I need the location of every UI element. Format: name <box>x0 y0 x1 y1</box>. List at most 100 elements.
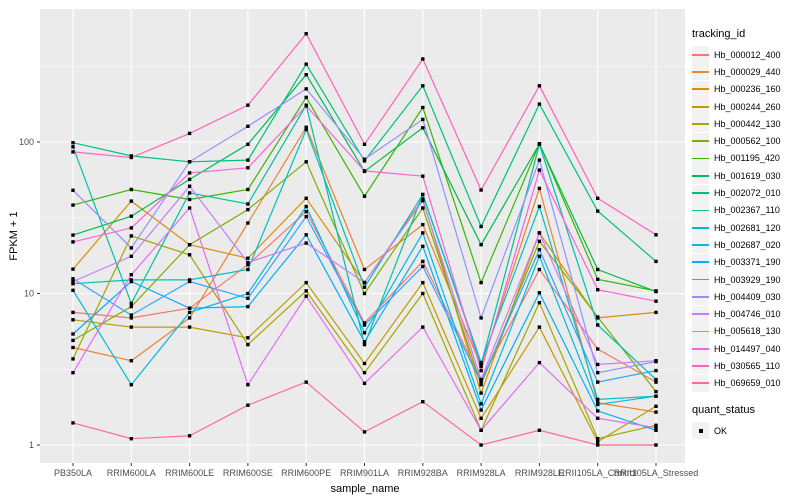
legend-entry: Hb_000236_160 <box>692 80 798 98</box>
data-point <box>246 403 250 407</box>
x-tick-label: RRIM928LE <box>515 468 564 478</box>
data-point <box>654 299 658 303</box>
data-point <box>596 397 600 402</box>
data-point <box>537 428 542 432</box>
legend-key-line-icon <box>692 63 709 81</box>
data-point <box>304 294 308 298</box>
data-point <box>654 423 658 427</box>
x-tick-label: RRII105LA_Control <box>559 468 637 478</box>
data-point <box>479 383 483 387</box>
y-tick-label: 10 <box>24 289 34 299</box>
legend-key-line-icon <box>692 167 709 185</box>
legend-entry: Hb_004409_030 <box>692 288 798 306</box>
data-point <box>129 199 133 203</box>
legend-color-line <box>692 244 709 246</box>
data-point <box>654 428 658 432</box>
data-point <box>654 389 658 394</box>
data-point <box>246 336 250 340</box>
data-point <box>71 240 75 244</box>
data-point <box>362 321 367 325</box>
data-point <box>71 277 75 281</box>
data-point <box>479 416 483 420</box>
data-point <box>596 440 600 444</box>
legend-key-line-icon <box>692 184 709 202</box>
legend-key-line-icon <box>692 322 709 340</box>
data-point <box>479 188 483 192</box>
legend-color-line <box>692 157 709 160</box>
data-point <box>129 254 133 258</box>
data-point <box>304 95 308 100</box>
data-point <box>362 157 367 161</box>
data-point <box>654 289 658 294</box>
data-point <box>71 145 75 149</box>
data-point <box>421 325 425 329</box>
data-point <box>129 214 133 218</box>
data-point <box>421 280 425 285</box>
data-point <box>187 325 192 329</box>
data-point <box>596 409 600 413</box>
data-point <box>304 32 308 36</box>
legend-entry-label: Hb_000442_130 <box>714 118 781 129</box>
y-tick-label: 1 <box>29 440 34 450</box>
data-point <box>654 359 658 363</box>
quant-legend-entry: OK <box>692 422 798 440</box>
data-point <box>71 188 75 192</box>
data-point <box>246 207 250 212</box>
legend-entry-label: Hb_000244_260 <box>714 101 781 112</box>
data-point <box>596 437 600 441</box>
data-point <box>71 345 75 350</box>
data-point <box>129 383 133 387</box>
data-point <box>537 254 542 258</box>
data-point <box>71 318 75 322</box>
data-point <box>187 184 192 188</box>
legend-color-line <box>692 382 709 385</box>
data-point <box>304 380 308 384</box>
data-point <box>246 142 250 146</box>
data-point <box>479 443 483 447</box>
data-point <box>421 57 425 61</box>
legend-color-line <box>692 71 709 73</box>
data-point <box>537 186 542 191</box>
data-point <box>129 437 133 441</box>
data-point <box>246 291 250 296</box>
data-point <box>71 288 75 292</box>
legend-key-line-icon <box>692 149 709 167</box>
data-point <box>129 279 133 284</box>
legend-color-line <box>692 261 709 264</box>
x-tick-label: RRIM928BA <box>398 468 448 478</box>
data-point <box>537 325 542 329</box>
x-tick-label: RRIM928LA <box>457 468 506 478</box>
square-point-icon <box>698 428 703 433</box>
legend-entry-label: Hb_002681_120 <box>714 222 781 233</box>
data-point <box>129 155 133 160</box>
data-point <box>187 279 192 284</box>
data-point <box>71 267 75 271</box>
data-point <box>479 280 483 285</box>
legend-entry-label: Hb_003371_190 <box>714 257 781 268</box>
data-point <box>362 323 367 327</box>
legend-key-line-icon <box>692 46 709 64</box>
data-point <box>187 171 192 175</box>
data-point <box>129 316 133 320</box>
legend-color-line <box>692 88 709 91</box>
legend-entry: Hb_000029_440 <box>692 63 798 81</box>
data-point <box>187 310 192 315</box>
data-point <box>187 306 192 310</box>
data-point <box>362 331 367 335</box>
data-point <box>537 142 542 146</box>
data-point <box>362 285 367 289</box>
data-point <box>654 443 658 447</box>
data-point <box>479 380 483 384</box>
legend-entry: Hb_005618_130 <box>692 322 798 340</box>
legend-color-line <box>692 278 709 281</box>
data-point <box>187 253 192 257</box>
data-point <box>654 377 658 382</box>
data-point <box>71 150 75 154</box>
data-point <box>362 267 367 272</box>
x-tick-label: RRIM600SE <box>223 468 273 478</box>
data-point <box>654 233 658 237</box>
data-point <box>362 342 367 347</box>
data-point <box>129 325 133 329</box>
